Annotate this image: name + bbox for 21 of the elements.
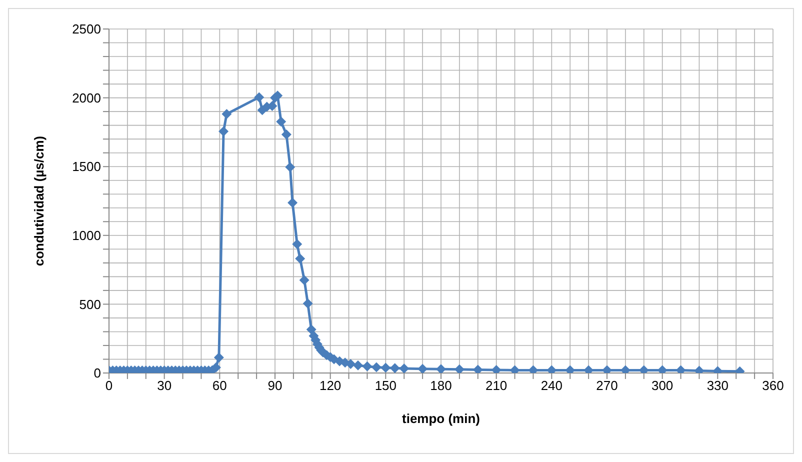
- y-tick-label: 2500: [72, 22, 101, 37]
- x-tick-label: 270: [596, 378, 618, 394]
- x-axis-title: tiempo (min): [402, 411, 480, 426]
- y-tick-label: 500: [79, 296, 101, 312]
- x-tick-label: 150: [374, 378, 397, 394]
- x-tick-label: 210: [485, 378, 508, 394]
- x-tick-label: 90: [268, 378, 282, 394]
- y-axis-title: condutividad (µs/cm): [32, 136, 47, 266]
- y-tick-label: 1500: [72, 159, 101, 174]
- x-tick-label: 300: [651, 378, 674, 394]
- y-tick-label: 0: [94, 366, 101, 381]
- x-tick-label: 120: [319, 378, 342, 394]
- x-tick-label: 330: [706, 378, 729, 394]
- y-tick-label: 2000: [72, 90, 101, 106]
- x-tick-label: 30: [157, 378, 172, 394]
- x-tick-label: 180: [430, 378, 452, 394]
- x-tick-label: 60: [212, 378, 227, 394]
- y-tick-label: 1000: [72, 228, 101, 244]
- x-tick-label: 240: [540, 378, 563, 394]
- x-tick-label: 360: [762, 378, 784, 394]
- x-tick-label: 0: [105, 378, 113, 394]
